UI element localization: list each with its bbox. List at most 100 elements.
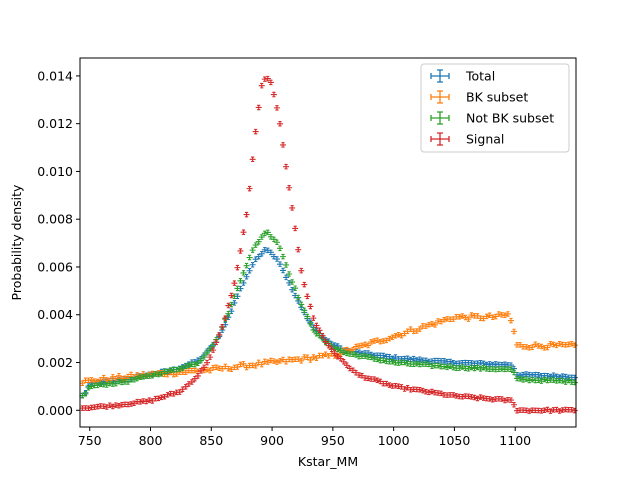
data-point (249, 261, 256, 268)
data-point (197, 357, 204, 364)
data-point (109, 374, 116, 380)
data-point (128, 371, 135, 378)
data-point (428, 321, 435, 327)
data-point (389, 358, 396, 365)
data-point (474, 395, 481, 402)
data-point (544, 372, 551, 379)
data-point (319, 332, 326, 339)
data-point (82, 391, 89, 397)
data-point (495, 366, 502, 373)
data-point (276, 261, 283, 267)
data-point (356, 349, 362, 356)
data-point (386, 353, 393, 360)
data-point (462, 314, 469, 321)
plot-marks (79, 75, 578, 414)
data-point (404, 355, 411, 362)
data-point (416, 326, 423, 332)
legend-label: BK subset (466, 90, 528, 105)
data-point (477, 315, 484, 322)
data-point (517, 342, 524, 348)
data-point (258, 251, 265, 257)
data-point (362, 350, 369, 356)
data-point (398, 384, 405, 390)
data-point (173, 371, 180, 377)
data-point (325, 342, 332, 349)
data-point (544, 344, 551, 351)
data-point (431, 357, 438, 364)
data-point (343, 346, 350, 353)
data-point (416, 387, 423, 393)
data-point (106, 402, 113, 408)
data-point (349, 347, 356, 353)
data-point (362, 353, 369, 359)
data-point (182, 363, 189, 370)
data-point (441, 392, 448, 398)
data-point (349, 367, 356, 373)
data-point (210, 347, 217, 353)
data-point (140, 374, 147, 380)
data-point (176, 389, 183, 395)
legend-marker (430, 90, 450, 104)
data-point (167, 367, 174, 373)
data-point (289, 356, 296, 363)
data-point (82, 405, 89, 411)
data-point (134, 375, 141, 382)
data-point (79, 405, 86, 411)
data-point (134, 398, 141, 405)
data-point (270, 253, 277, 260)
data-point (568, 379, 575, 385)
data-point (88, 404, 95, 411)
data-point (380, 357, 387, 364)
data-point (514, 342, 521, 348)
data-point (538, 373, 545, 379)
data-point (550, 341, 557, 348)
data-point (547, 377, 554, 383)
data-point (501, 361, 508, 367)
data-point (453, 314, 460, 320)
data-point (368, 354, 375, 361)
y-tick-label: 0.004 (37, 307, 73, 322)
data-point (128, 376, 135, 383)
data-point (331, 345, 338, 352)
data-point (213, 339, 220, 346)
data-point (219, 327, 226, 333)
y-tick-label: 0.002 (37, 355, 73, 370)
data-point (234, 293, 241, 300)
data-point (556, 408, 563, 414)
data-point (301, 307, 308, 314)
data-point (425, 321, 432, 328)
data-point (404, 384, 411, 391)
y-tick-label: 0.012 (37, 116, 73, 131)
data-point (517, 372, 524, 379)
legend-marker (430, 69, 450, 83)
data-point (489, 397, 496, 403)
data-point (532, 377, 539, 384)
data-point (435, 357, 442, 364)
data-point (459, 360, 466, 366)
data-point (234, 285, 241, 292)
data-point (431, 389, 438, 396)
data-point (210, 341, 217, 348)
data-point (565, 374, 572, 381)
data-point (152, 371, 159, 377)
data-point (444, 364, 451, 371)
data-point (131, 377, 138, 383)
data-point (468, 364, 475, 371)
data-point (191, 375, 198, 382)
data-point (383, 353, 390, 360)
data-point (486, 361, 493, 367)
data-point (292, 225, 299, 232)
data-point (374, 337, 381, 344)
data-point (359, 372, 366, 379)
data-point (118, 379, 125, 386)
data-point (322, 338, 329, 345)
data-point (343, 350, 350, 357)
data-point (328, 346, 335, 353)
data-point (462, 365, 469, 372)
data-point (523, 371, 530, 377)
data-point (201, 367, 207, 374)
data-point (514, 407, 521, 414)
data-point (276, 358, 283, 364)
data-point (152, 395, 159, 402)
data-point (529, 376, 536, 383)
